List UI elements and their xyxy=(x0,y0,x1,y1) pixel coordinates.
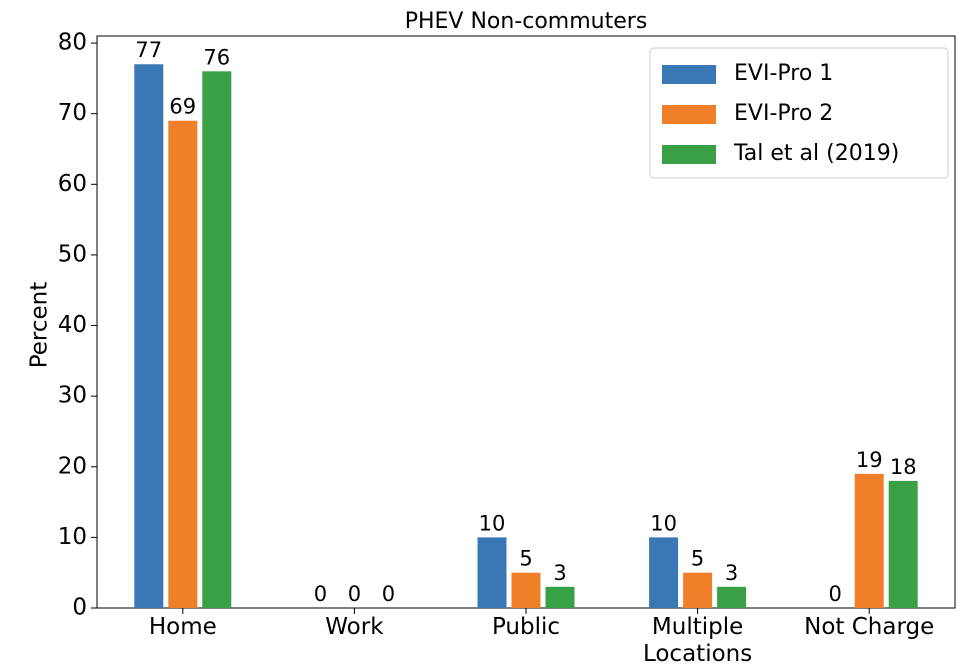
value-label: 77 xyxy=(135,38,162,62)
value-label: 3 xyxy=(725,561,738,585)
bar xyxy=(888,480,918,608)
bar xyxy=(477,537,507,608)
legend-label: EVI-Pro 2 xyxy=(734,101,833,126)
x-tick-label: Work xyxy=(325,614,384,640)
bar xyxy=(854,473,884,608)
value-label: 0 xyxy=(382,582,395,606)
value-label: 0 xyxy=(348,582,361,606)
value-label: 5 xyxy=(519,547,532,571)
bar xyxy=(545,586,575,608)
chart-title: PHEV Non-commuters xyxy=(405,9,648,34)
legend-swatch xyxy=(662,65,716,84)
bar xyxy=(511,572,541,608)
value-label: 0 xyxy=(314,582,327,606)
y-tick-label: 0 xyxy=(72,595,87,621)
value-label: 76 xyxy=(203,45,230,69)
legend-label: Tal et al (2019) xyxy=(733,141,899,166)
value-label: 18 xyxy=(890,455,917,479)
legend-label: EVI-Pro 1 xyxy=(734,61,833,86)
y-tick-label: 60 xyxy=(58,171,87,197)
x-tick-label: Public xyxy=(491,614,561,640)
bar xyxy=(202,71,232,608)
value-label: 5 xyxy=(691,547,704,571)
value-label: 10 xyxy=(650,511,677,535)
y-tick-label: 30 xyxy=(58,383,87,409)
legend-swatch xyxy=(662,145,716,164)
legend-box xyxy=(649,47,949,179)
value-label: 69 xyxy=(169,95,196,119)
value-label: 0 xyxy=(829,582,842,606)
y-tick-label: 10 xyxy=(58,524,87,550)
value-label: 3 xyxy=(553,561,566,585)
y-tick-label: 40 xyxy=(58,312,87,338)
bar xyxy=(717,586,747,608)
bar xyxy=(134,64,164,609)
x-tick-label: Home xyxy=(148,614,217,640)
bar xyxy=(168,120,198,609)
legend-swatch xyxy=(662,105,716,124)
y-tick-label: 80 xyxy=(58,30,87,56)
bar xyxy=(683,572,713,608)
x-tick-label: Not Charge xyxy=(804,614,935,640)
value-label: 10 xyxy=(479,511,506,535)
bar xyxy=(649,537,679,608)
y-axis-label: Percent xyxy=(27,282,53,369)
value-label: 19 xyxy=(856,448,883,472)
y-tick-label: 70 xyxy=(58,100,87,126)
y-tick-label: 50 xyxy=(58,241,87,267)
x-tick-label: Multiple Locations xyxy=(642,614,753,667)
y-tick-label: 20 xyxy=(58,453,87,479)
